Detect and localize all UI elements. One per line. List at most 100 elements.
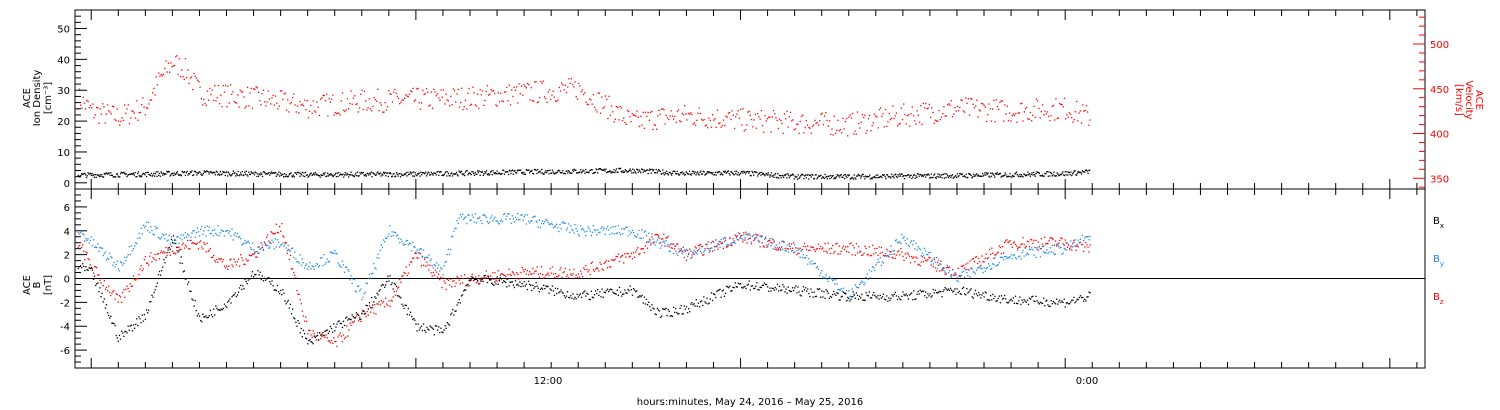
velocity-point <box>720 126 722 128</box>
bx-point <box>421 329 424 332</box>
by-point <box>1082 234 1084 236</box>
bz-point <box>1044 236 1046 238</box>
density-point <box>128 174 130 176</box>
bz-point <box>83 250 85 252</box>
bx-point <box>641 294 643 297</box>
bz-point <box>129 283 131 285</box>
bz-point <box>898 250 900 252</box>
bz-point <box>833 252 835 254</box>
density-point <box>257 175 260 177</box>
by-point <box>764 236 767 238</box>
by-point <box>987 263 990 265</box>
density-point <box>199 171 201 173</box>
velocity-point <box>440 89 442 91</box>
bx-point <box>233 294 235 296</box>
density-point <box>1010 176 1012 178</box>
by-point <box>640 237 642 239</box>
velocity-point <box>787 126 789 128</box>
bx-point <box>391 282 393 284</box>
bz-point <box>672 243 675 245</box>
by-point <box>938 259 940 261</box>
velocity-point <box>85 108 87 110</box>
density-point <box>1054 175 1057 177</box>
density-point <box>415 174 417 176</box>
density-point <box>395 171 398 174</box>
velocity-point <box>200 98 202 100</box>
density-point <box>706 171 708 173</box>
density-point <box>241 170 243 173</box>
density-point <box>410 172 412 175</box>
density-point <box>654 172 656 174</box>
velocity-point <box>474 104 476 106</box>
velocity-point <box>814 119 816 121</box>
bz-point <box>195 243 197 245</box>
density-point <box>772 174 774 177</box>
velocity-point <box>177 73 179 76</box>
bz-point <box>991 247 993 249</box>
bz-point <box>526 270 529 272</box>
velocity-point <box>256 87 258 89</box>
bz-point <box>1058 242 1060 244</box>
density-point <box>1059 173 1062 176</box>
by-point <box>1070 240 1072 242</box>
velocity-point <box>1077 120 1079 122</box>
by-point <box>695 252 697 254</box>
bx-point <box>104 307 107 309</box>
velocity-point <box>1016 121 1018 123</box>
velocity-point <box>635 115 637 117</box>
bz-point <box>622 254 624 257</box>
by-point <box>1047 253 1049 255</box>
by-point <box>514 216 517 218</box>
by-point <box>898 242 900 244</box>
by-point <box>710 247 713 249</box>
bx-point <box>513 286 516 289</box>
by-point <box>579 225 582 227</box>
bz-point <box>696 250 698 252</box>
by-point <box>628 230 630 232</box>
velocity-point <box>960 99 962 101</box>
velocity-point <box>495 104 497 106</box>
by-point <box>876 261 878 264</box>
by-point <box>340 266 342 268</box>
bx-point <box>123 335 125 337</box>
by-point <box>499 220 501 222</box>
density-point <box>209 171 211 173</box>
bz-point <box>143 258 145 261</box>
bx-point <box>461 294 464 296</box>
bz-point <box>830 247 833 249</box>
by-point <box>242 243 244 245</box>
velocity-point <box>464 99 467 101</box>
velocity-point <box>414 99 417 101</box>
by-point <box>339 265 341 267</box>
velocity-point <box>1084 109 1086 112</box>
bz-point <box>886 248 888 250</box>
by-point <box>440 267 442 269</box>
by-point <box>376 257 378 259</box>
bz-point <box>139 268 141 270</box>
density-point <box>747 170 749 173</box>
by-point <box>127 254 129 256</box>
by-point <box>283 245 285 247</box>
density-point <box>991 172 993 174</box>
velocity-point <box>989 108 991 110</box>
velocity-point <box>486 85 489 87</box>
by-point <box>111 257 113 259</box>
velocity-point <box>458 106 461 108</box>
by-point <box>1060 246 1062 248</box>
by-point <box>1071 245 1073 247</box>
density-point <box>578 172 580 174</box>
by-point <box>471 214 473 216</box>
by-point <box>259 248 261 250</box>
bx-point <box>826 290 828 292</box>
by-point <box>907 244 909 246</box>
by-point <box>672 252 675 255</box>
bz-point <box>719 241 721 243</box>
density-point <box>1011 176 1013 178</box>
bz-point <box>311 336 313 338</box>
bz-point <box>79 241 82 244</box>
density-point <box>792 174 794 176</box>
velocity-point <box>406 95 408 97</box>
bz-point <box>266 236 268 238</box>
density-point <box>280 174 282 176</box>
bx-point <box>196 315 198 317</box>
